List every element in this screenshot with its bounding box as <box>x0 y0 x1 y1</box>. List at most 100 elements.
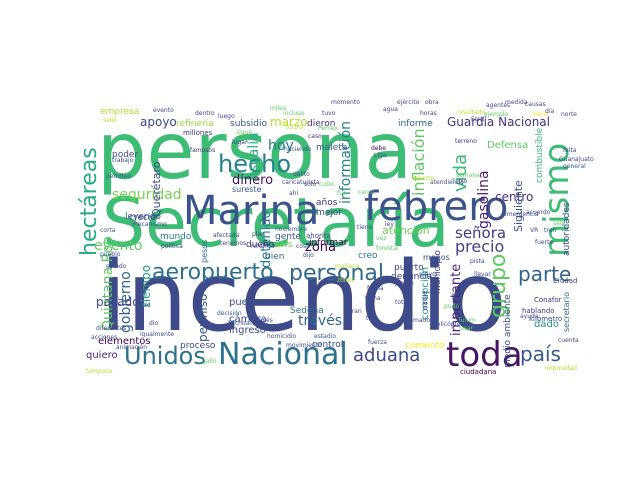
word-fecha: fecha <box>367 285 384 292</box>
word-traves: través <box>298 313 342 329</box>
word-municipio: municipio <box>433 250 443 294</box>
word-anos: años <box>316 198 338 208</box>
word-kilometro: kilómetro <box>529 315 562 323</box>
word-hace: hace <box>533 111 548 118</box>
word-trabajo: trabajo <box>112 157 134 164</box>
word-ingreso: ingreso <box>229 325 266 336</box>
word-vez: vez <box>376 235 386 242</box>
word-ayuda: ayuda <box>520 313 539 320</box>
word-agua: agua <box>383 106 398 113</box>
word-dieron: dieron <box>307 119 335 129</box>
word-politica: política <box>161 243 183 250</box>
word-fue: fue <box>337 190 347 197</box>
word-sigue: sigue <box>236 129 252 136</box>
word-sureste: sureste <box>232 185 262 194</box>
word-lado: Lado <box>136 302 151 309</box>
word-marina: Marina <box>183 188 319 234</box>
word-manana: mañana <box>335 263 360 270</box>
word-tampoco: tampoco <box>86 368 113 375</box>
word-incendio: incendio <box>100 241 507 353</box>
word-informar: informar <box>309 238 348 248</box>
word-pais: país <box>520 342 561 366</box>
word-hablando: hablando <box>522 307 555 315</box>
word-ahorita: ahorita <box>306 232 331 240</box>
word-pasado: pasado <box>96 295 140 309</box>
word-michoacan: Michoacán <box>228 320 260 327</box>
word-dado: dado <box>534 319 559 330</box>
word-inflacion: inflación <box>409 128 428 196</box>
word-combustible: combustible <box>535 127 545 183</box>
word-decision: decisión <box>217 310 242 317</box>
word-permiso: permiso <box>196 294 210 342</box>
word-hectareas: hectáreas <box>77 147 102 256</box>
word-norte: norte <box>561 111 577 118</box>
word-pueblo: pueblo <box>100 251 121 258</box>
word-forestal: forestal <box>376 245 399 252</box>
word-futbol: fútbol <box>286 124 304 131</box>
word-fiscalia: fiscalía <box>246 132 262 181</box>
word-atencion: atención <box>382 224 430 237</box>
word-impunidad: impunidad <box>545 365 577 372</box>
word-ciudadana: ciudadana <box>460 368 496 376</box>
word-afectada: afectada <box>213 232 240 239</box>
word-tiene: tiene <box>357 224 373 231</box>
word-precio: precio <box>455 237 504 256</box>
word-diferentes: diferentes <box>96 325 126 332</box>
word-vida: vida <box>450 154 471 192</box>
word-obra: obra <box>425 99 439 106</box>
word-salio: salió <box>103 117 117 124</box>
word-ahi: ahí <box>289 190 298 197</box>
word-total: total <box>395 299 409 306</box>
word-comento: comentó <box>405 340 445 351</box>
word-creo: creo <box>358 251 378 261</box>
word-defensa: Defensa <box>487 140 528 151</box>
word-usar: usar <box>460 325 474 332</box>
word-liga: Liga <box>374 152 387 159</box>
word-causas: causas <box>525 101 546 108</box>
word-debe: debe <box>371 145 386 152</box>
word-gran: gran <box>348 308 362 315</box>
word-pesos: pesos <box>200 240 209 263</box>
word-dio: dio <box>149 320 158 327</box>
word-zona: zona <box>305 240 336 255</box>
word-guardia-nacional: Guardia Nacional <box>447 115 550 129</box>
word-gasolina: gasolina <box>476 170 492 229</box>
word-elementos: elementos <box>98 336 151 347</box>
word-rojo: rojo <box>456 178 468 185</box>
word-tras: tras <box>366 315 378 322</box>
word-reporte: reporte <box>412 175 434 182</box>
word-tiempo: tiempo <box>139 265 153 307</box>
word-acuerdo: acuerdo <box>526 209 551 216</box>
word-cuenta: cuenta <box>558 337 579 344</box>
word-traves: través <box>254 317 273 324</box>
word-aduana: aduana <box>353 345 420 366</box>
word-conafor: Conafor <box>534 296 562 304</box>
word-tren: tren <box>544 227 556 234</box>
word-dijo: dijo <box>303 252 314 259</box>
word-apoyo: apoyo <box>140 115 177 129</box>
word-animacion: animación <box>116 344 147 351</box>
word-grupo: grupo <box>486 254 511 318</box>
word-autoridades: autoridades <box>562 202 572 256</box>
word-centro: centro <box>495 190 533 204</box>
word-miles: miles <box>270 105 286 112</box>
word-ford: Ford <box>471 116 484 123</box>
word-dia: día <box>545 108 554 115</box>
word-cerca: cerca <box>358 189 375 196</box>
word-unidos: Unidos <box>124 342 206 370</box>
word-denuncia: denuncia <box>391 272 432 282</box>
word-aeropuerto: aeropuerto <box>152 260 274 285</box>
word-mecanismo: mecanismo <box>132 221 167 228</box>
word-hecho: hecho <box>218 150 291 178</box>
word-dueno: dueño <box>246 240 275 250</box>
word-maleta: maleta <box>316 143 347 153</box>
word-leyendo: leyendo <box>125 212 161 222</box>
word-camara: cámara <box>229 313 267 325</box>
word-tomado: tomado <box>407 317 430 324</box>
word-informacion: información <box>338 121 354 204</box>
word-detenido: detenido <box>259 211 274 268</box>
word-toda: toda <box>446 335 523 375</box>
word-gobierno: gobierno <box>118 271 134 333</box>
word-cubo: cubo <box>319 181 334 188</box>
word-evento: evento <box>153 107 174 114</box>
